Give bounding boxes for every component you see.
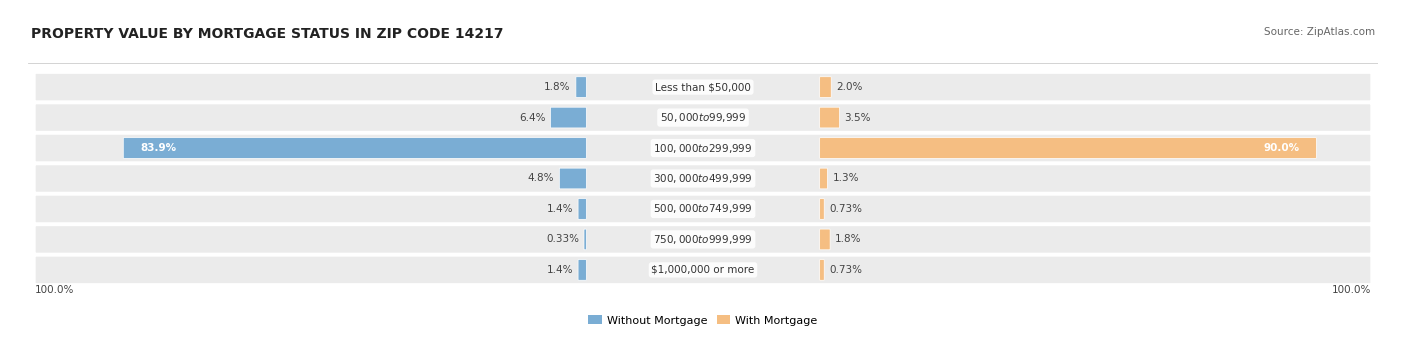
FancyBboxPatch shape	[820, 138, 1316, 158]
Text: 83.9%: 83.9%	[141, 143, 176, 153]
FancyBboxPatch shape	[34, 255, 1372, 285]
FancyBboxPatch shape	[583, 229, 586, 250]
Text: 0.33%: 0.33%	[546, 235, 579, 244]
FancyBboxPatch shape	[820, 199, 824, 219]
FancyBboxPatch shape	[820, 229, 830, 250]
FancyBboxPatch shape	[820, 107, 839, 128]
Text: 1.8%: 1.8%	[835, 235, 862, 244]
Text: 1.4%: 1.4%	[547, 265, 574, 275]
Text: 1.4%: 1.4%	[547, 204, 574, 214]
FancyBboxPatch shape	[34, 103, 1372, 132]
Text: $500,000 to $749,999: $500,000 to $749,999	[654, 202, 752, 216]
Text: 0.73%: 0.73%	[830, 204, 862, 214]
Text: 0.73%: 0.73%	[830, 265, 862, 275]
FancyBboxPatch shape	[820, 168, 827, 189]
Text: 100.0%: 100.0%	[35, 285, 75, 295]
FancyBboxPatch shape	[34, 133, 1372, 163]
FancyBboxPatch shape	[124, 138, 586, 158]
FancyBboxPatch shape	[820, 77, 831, 98]
Text: 90.0%: 90.0%	[1263, 143, 1299, 153]
Text: 4.8%: 4.8%	[527, 173, 554, 184]
Text: Less than $50,000: Less than $50,000	[655, 82, 751, 92]
Text: 1.8%: 1.8%	[544, 82, 571, 92]
Text: $100,000 to $299,999: $100,000 to $299,999	[654, 141, 752, 155]
FancyBboxPatch shape	[578, 259, 586, 280]
Text: 2.0%: 2.0%	[837, 82, 863, 92]
Text: PROPERTY VALUE BY MORTGAGE STATUS IN ZIP CODE 14217: PROPERTY VALUE BY MORTGAGE STATUS IN ZIP…	[31, 27, 503, 41]
FancyBboxPatch shape	[34, 225, 1372, 254]
FancyBboxPatch shape	[34, 164, 1372, 193]
FancyBboxPatch shape	[820, 259, 824, 280]
FancyBboxPatch shape	[576, 77, 586, 98]
FancyBboxPatch shape	[578, 199, 586, 219]
Text: $1,000,000 or more: $1,000,000 or more	[651, 265, 755, 275]
Text: 100.0%: 100.0%	[1331, 285, 1371, 295]
Text: Source: ZipAtlas.com: Source: ZipAtlas.com	[1264, 27, 1375, 37]
FancyBboxPatch shape	[34, 72, 1372, 102]
Text: 6.4%: 6.4%	[519, 113, 546, 122]
Text: $300,000 to $499,999: $300,000 to $499,999	[654, 172, 752, 185]
Text: $50,000 to $99,999: $50,000 to $99,999	[659, 111, 747, 124]
FancyBboxPatch shape	[560, 168, 586, 189]
Text: 1.3%: 1.3%	[832, 173, 859, 184]
FancyBboxPatch shape	[34, 194, 1372, 224]
Text: $750,000 to $999,999: $750,000 to $999,999	[654, 233, 752, 246]
FancyBboxPatch shape	[551, 107, 586, 128]
Text: 3.5%: 3.5%	[845, 113, 872, 122]
Legend: Without Mortgage, With Mortgage: Without Mortgage, With Mortgage	[583, 311, 823, 330]
